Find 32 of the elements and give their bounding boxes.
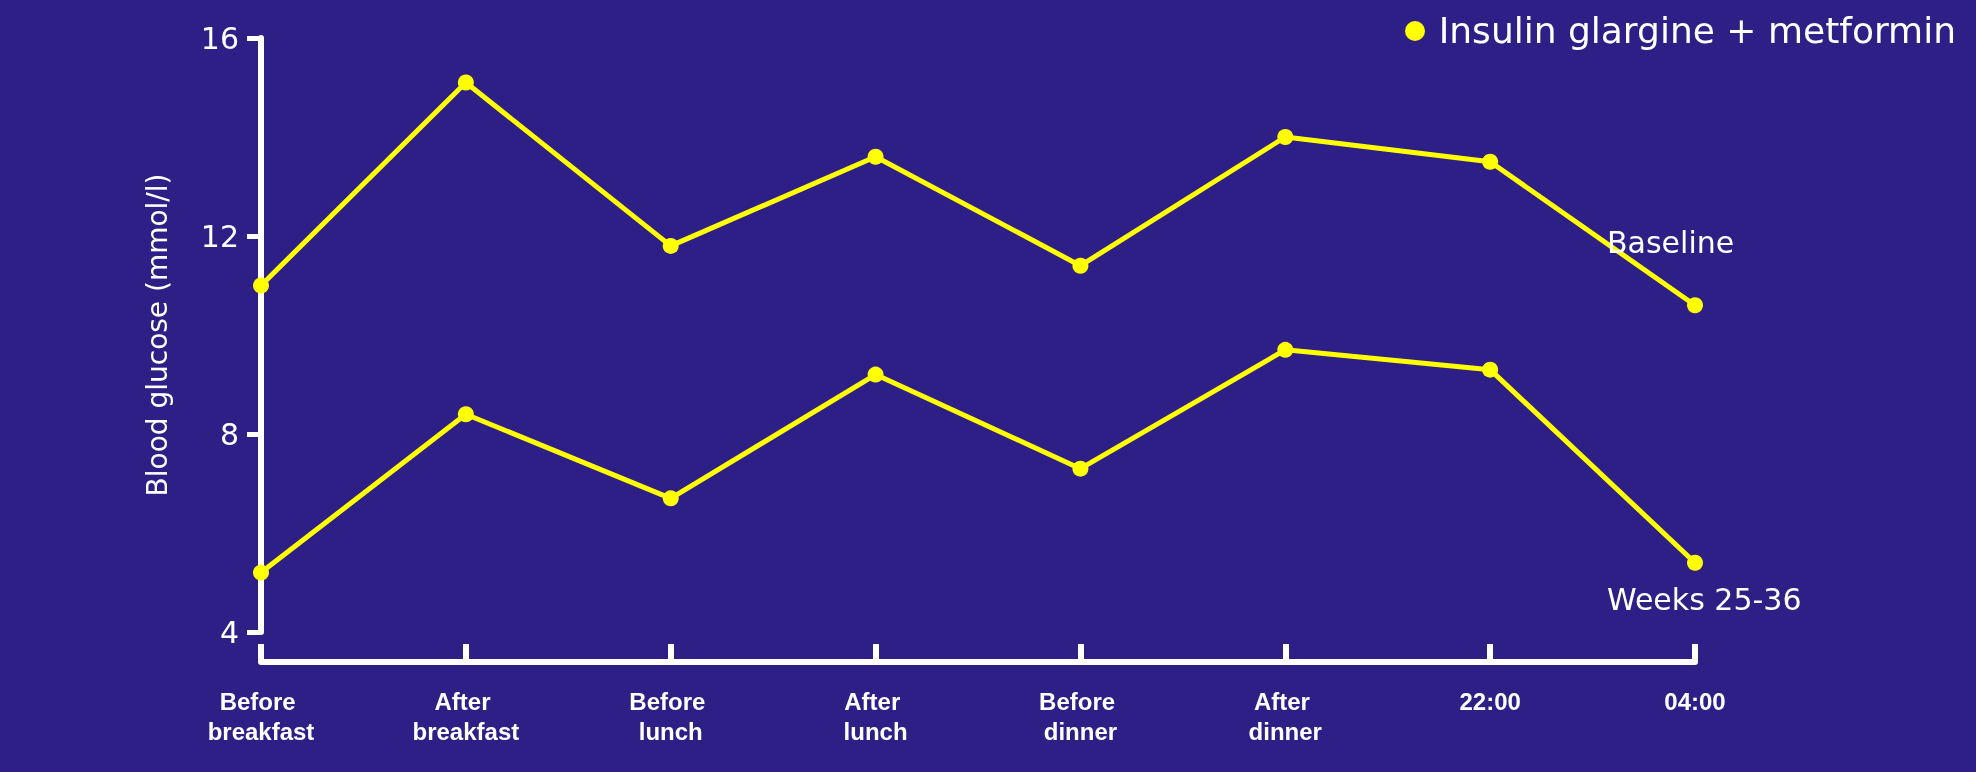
point	[867, 366, 884, 383]
point	[1687, 554, 1703, 571]
point	[457, 74, 474, 91]
series-label: Baseline	[1607, 224, 1735, 260]
point	[662, 237, 679, 254]
x-tick-label: Before dinner	[1039, 687, 1122, 745]
x-tick-label: Before lunch	[629, 687, 713, 745]
x-tick-label: 04:00	[1664, 687, 1726, 715]
y-tick-label: 16	[200, 20, 239, 56]
point	[1687, 297, 1703, 314]
point	[457, 406, 474, 423]
x-tick-label: 22:00	[1459, 687, 1521, 715]
point	[253, 564, 269, 581]
point	[1277, 341, 1294, 358]
y-tick-label: 8	[219, 416, 239, 452]
point	[253, 277, 269, 294]
series-label: Weeks 25-36	[1607, 582, 1802, 618]
x-tick-label: After breakfast	[412, 687, 520, 745]
y-axis-title: Blood glucose (mmol/l)	[140, 173, 174, 497]
legend-title: Insulin glargine + metformin	[1438, 10, 1956, 51]
x-tick-label: After lunch	[843, 687, 908, 745]
point	[662, 490, 679, 507]
point	[1072, 460, 1089, 477]
x-tick-label: Before breakfast	[207, 687, 315, 745]
x-tick-label: After dinner	[1248, 687, 1322, 745]
point	[1482, 153, 1499, 170]
point	[1072, 257, 1089, 274]
point	[1277, 129, 1294, 145]
y-tick-label: 4	[219, 614, 239, 650]
y-tick-label: 12	[200, 218, 239, 254]
point	[867, 148, 884, 165]
point	[1482, 361, 1499, 378]
